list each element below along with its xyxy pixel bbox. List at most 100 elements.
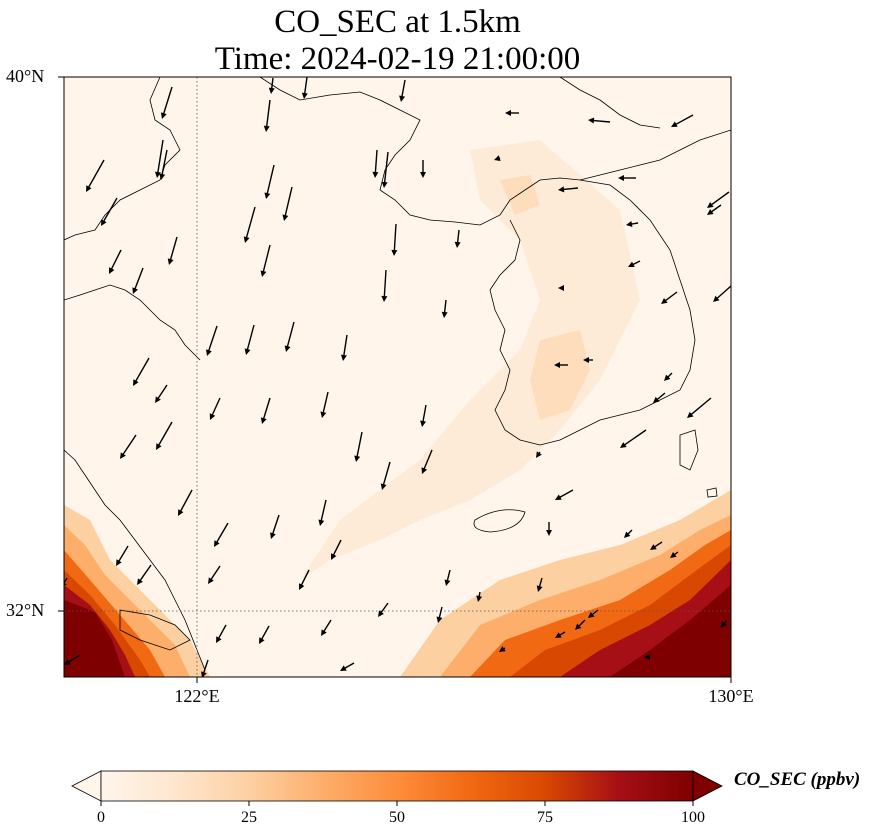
wind-vectors bbox=[64, 77, 731, 677]
wind-arrow-head bbox=[536, 451, 542, 458]
wind-arrow-head bbox=[154, 171, 161, 178]
wind-arrow-shaft bbox=[138, 564, 152, 583]
wind-arrow-head bbox=[588, 117, 595, 124]
wind-arrow-head bbox=[670, 552, 677, 558]
wind-arrow-head bbox=[555, 632, 562, 638]
wind-arrow-head bbox=[378, 610, 384, 617]
wind-arrow-shaft bbox=[246, 324, 255, 353]
wind-arrow-shaft bbox=[284, 186, 293, 219]
wind-arrow-head bbox=[260, 417, 267, 424]
wind-arrow-shaft bbox=[331, 539, 342, 558]
lat-label-40n: 40°N bbox=[6, 66, 45, 86]
wind-arrow-head bbox=[420, 172, 426, 178]
wind-arrow-head bbox=[618, 175, 624, 181]
wind-arrow-shaft bbox=[590, 119, 611, 123]
wind-arrow-head bbox=[626, 221, 633, 227]
wind-arrow-head bbox=[713, 295, 720, 302]
map-frame bbox=[63, 76, 732, 678]
map-title-line2: Time: 2024-02-19 21:00:00 bbox=[214, 41, 581, 77]
wind-arrow-head bbox=[178, 509, 184, 516]
wind-arrow-head bbox=[558, 186, 565, 193]
wind-arrow-head bbox=[505, 110, 511, 116]
colorbar bbox=[71, 770, 723, 806]
wind-arrow-head bbox=[372, 171, 379, 178]
map-title-line1: CO_SEC at 1.5km bbox=[274, 4, 521, 40]
axis-ticks bbox=[58, 76, 732, 683]
wind-arrow-head bbox=[340, 665, 347, 671]
wind-arrow-head bbox=[244, 348, 251, 355]
wind-arrow-head bbox=[664, 374, 671, 381]
wind-arrow-head bbox=[201, 671, 207, 677]
wind-arrow-shaft bbox=[321, 391, 329, 416]
lon-label-122e: 122°E bbox=[174, 686, 220, 706]
colorbar-tick-label: 0 bbox=[97, 809, 105, 826]
wind-arrow-shaft bbox=[121, 434, 137, 457]
wind-arrow-head bbox=[441, 311, 448, 318]
wind-arrow-head bbox=[391, 249, 398, 256]
wind-arrow-shaft bbox=[299, 569, 310, 588]
wind-arrow-shaft bbox=[303, 77, 308, 97]
wind-arrow-head bbox=[340, 354, 347, 361]
wind-arrow-head bbox=[133, 379, 139, 386]
wind-arrow-shaft bbox=[207, 325, 218, 354]
wind-arrow-shaft bbox=[393, 223, 397, 254]
wind-arrow-shaft bbox=[101, 197, 118, 224]
wind-arrow-shaft bbox=[355, 431, 363, 460]
wind-arrow-head bbox=[624, 531, 631, 538]
wind-arrow-shaft bbox=[156, 421, 173, 448]
wind-arrow-head bbox=[260, 270, 267, 277]
wind-arrow-head bbox=[653, 396, 660, 403]
wind-arrow-head bbox=[707, 209, 714, 215]
wind-arrow-shaft bbox=[210, 397, 221, 418]
wind-arrow-shaft bbox=[209, 565, 221, 582]
wind-arrow-shaft bbox=[673, 114, 694, 127]
wind-arrow-shaft bbox=[422, 449, 433, 472]
wind-arrow-shaft bbox=[383, 269, 387, 300]
lat-label-32n: 32°N bbox=[6, 600, 45, 620]
wind-arrow-head bbox=[499, 646, 506, 652]
wind-arrow-head bbox=[263, 125, 270, 132]
wind-arrow-shaft bbox=[169, 236, 178, 263]
wind-arrow-shaft bbox=[421, 404, 427, 425]
gridlines bbox=[64, 77, 731, 677]
wind-arrow-head bbox=[444, 579, 451, 586]
wind-arrow-shaft bbox=[178, 489, 193, 514]
wind-arrow-head bbox=[628, 261, 635, 267]
wind-arrow-shaft bbox=[162, 86, 173, 117]
wind-arrow-head bbox=[167, 258, 174, 265]
wind-arrow-head bbox=[156, 443, 162, 450]
wind-arrow-head bbox=[687, 411, 694, 418]
wind-arrow-head bbox=[554, 362, 560, 368]
wind-arrow-head bbox=[644, 654, 650, 660]
wind-arrow-head bbox=[546, 530, 552, 536]
wind-arrow-head bbox=[381, 295, 388, 302]
colorbar-extend-min bbox=[71, 770, 102, 802]
wind-arrow-head bbox=[671, 121, 678, 127]
wind-arrow-shaft bbox=[156, 384, 168, 401]
wind-arrow-head bbox=[216, 636, 222, 643]
wind-arrow-head bbox=[436, 616, 443, 623]
colorbar-extend-max bbox=[692, 770, 723, 802]
wind-arrow-head bbox=[64, 582, 67, 587]
wind-arrow-head bbox=[137, 578, 143, 585]
wind-arrow-shaft bbox=[245, 206, 256, 241]
wind-arrow-head bbox=[558, 285, 564, 291]
wind-arrow-shaft bbox=[64, 577, 68, 585]
co-field-southwest bbox=[64, 505, 210, 677]
wind-arrow-head bbox=[86, 185, 92, 192]
wind-arrow-head bbox=[209, 413, 216, 420]
wind-arrow-shaft bbox=[133, 357, 150, 384]
wind-arrow-shaft bbox=[86, 159, 105, 190]
wind-arrow-head bbox=[399, 95, 406, 102]
wind-arrow-head bbox=[620, 442, 627, 448]
wind-arrow-shaft bbox=[342, 334, 348, 359]
wind-arrow-shaft bbox=[319, 499, 327, 524]
lon-label-130e: 130°E bbox=[708, 686, 754, 706]
colorbar-tick-label: 75 bbox=[537, 809, 553, 826]
wind-arrow-head bbox=[64, 659, 71, 665]
wind-arrow-head bbox=[109, 267, 115, 274]
wind-arrow-shaft bbox=[622, 429, 647, 447]
wind-arrow-head bbox=[132, 287, 138, 294]
wind-arrow-head bbox=[575, 623, 582, 630]
colorbar-tick-label: 100 bbox=[681, 809, 705, 826]
